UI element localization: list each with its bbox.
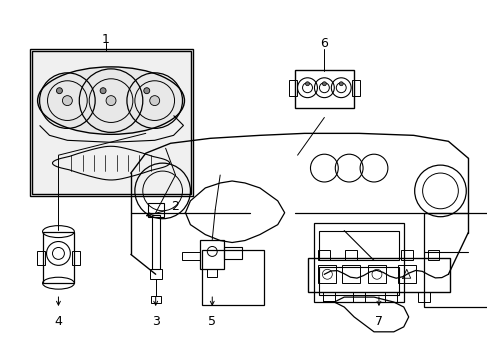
Bar [352,292,365,302]
Bar [423,213,488,307]
Bar [400,251,412,260]
Text: 6: 6 [320,37,327,50]
Bar [314,223,403,302]
Circle shape [143,88,149,94]
Bar [147,203,163,217]
Bar [307,258,449,292]
Text: 4: 4 [54,315,62,328]
Text: 5: 5 [208,315,216,328]
Text: 1: 1 [102,33,110,46]
Bar [32,51,191,194]
Bar [384,292,396,302]
Circle shape [56,88,62,94]
Bar [319,267,398,295]
Bar [323,292,335,302]
Circle shape [106,96,116,105]
Bar [294,70,353,108]
Bar [182,252,200,260]
Text: 3: 3 [151,315,159,328]
Bar [30,49,193,196]
Circle shape [339,82,343,86]
Bar [42,231,74,283]
Text: 2: 2 [171,200,179,213]
Bar [367,265,385,283]
Bar [200,239,224,269]
Bar [72,251,80,265]
Circle shape [100,88,106,94]
Bar [351,80,359,96]
Bar [288,80,296,96]
Bar [342,265,359,283]
Ellipse shape [38,67,184,134]
Bar [202,251,264,305]
Bar [37,251,44,265]
Bar [150,296,161,303]
Bar [207,269,217,277]
Circle shape [62,96,72,105]
Bar [32,51,191,194]
Bar [417,292,428,302]
Bar [318,265,336,283]
Bar [318,251,330,260]
Bar [397,265,415,283]
Circle shape [305,82,309,86]
Bar [319,231,398,260]
Bar [427,251,439,260]
Circle shape [149,96,160,105]
Bar [151,215,160,269]
Bar [224,247,242,260]
Circle shape [322,82,325,86]
Text: 7: 7 [374,315,382,328]
Bar [345,251,356,260]
Bar [149,269,162,279]
